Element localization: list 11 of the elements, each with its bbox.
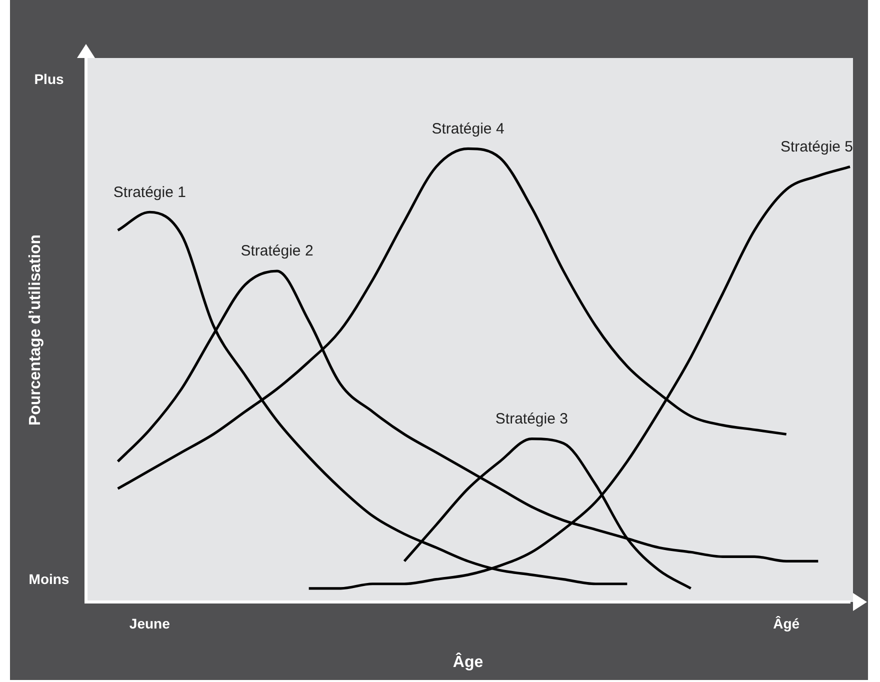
series-label: Stratégie 2 (240, 242, 314, 260)
x-axis-title: Âge (452, 652, 484, 671)
text: Plus (34, 70, 64, 87)
series-label: Stratégie 4 (432, 120, 504, 138)
y-axis-title: Pourcentage d’utilisation (27, 234, 44, 426)
x-tick-label: Âgé (773, 615, 800, 632)
text: Moins (28, 570, 70, 587)
series-label: Stratégie 5 (780, 138, 853, 156)
series-label: Stratégie 1 (113, 184, 186, 201)
x-tick-label: Jeune (129, 615, 170, 632)
series-label: Stratégie 3 (495, 410, 568, 428)
